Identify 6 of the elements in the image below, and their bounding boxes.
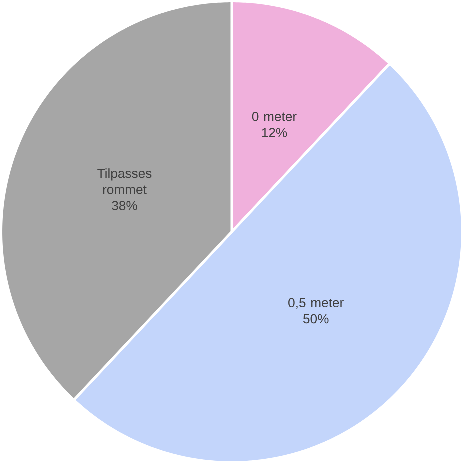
data-label: 50%: [304, 314, 329, 324]
slice-label: Tilpasses rommet: [98, 168, 152, 194]
data-label: 38%: [112, 201, 138, 210]
slice-label: 0,5 meter: [288, 298, 344, 310]
data-label: 12%: [262, 128, 288, 138]
slice-label: 0 meter: [252, 112, 297, 122]
